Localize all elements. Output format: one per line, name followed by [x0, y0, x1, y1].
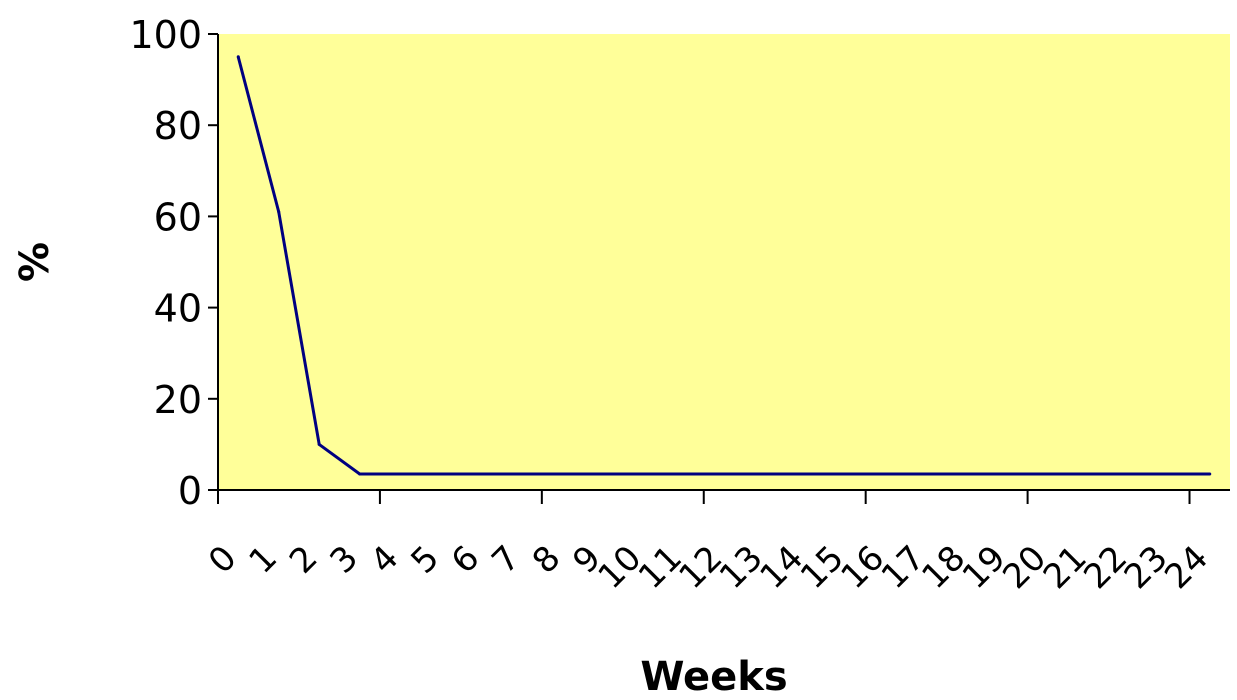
series-points — [236, 55, 1212, 476]
x-tick-label: 2 — [282, 538, 326, 582]
x-tick-label: 1 — [241, 538, 285, 582]
series-point — [924, 472, 928, 476]
series-point — [317, 442, 321, 446]
y-tick-label: 80 — [154, 104, 202, 148]
series-point — [843, 472, 847, 476]
series-point — [762, 472, 766, 476]
series-point — [1127, 472, 1131, 476]
x-tick-label: 24 — [1157, 538, 1216, 597]
y-tick-label: 0 — [178, 469, 202, 513]
x-tick-label: 5 — [403, 538, 447, 582]
series-point — [884, 472, 888, 476]
series-point — [236, 55, 240, 59]
series-point — [641, 472, 645, 476]
y-tick-label: 20 — [154, 378, 202, 422]
series-point — [1005, 472, 1009, 476]
series-point — [722, 472, 726, 476]
series-point — [965, 472, 969, 476]
y-axis: 0 20 40 60 80 100 — [129, 13, 219, 513]
y-axis-title: % — [12, 242, 58, 282]
x-tick-label: 4 — [363, 538, 407, 582]
x-tick-label: 8 — [525, 538, 569, 582]
series-point — [1167, 472, 1171, 476]
x-tick-label: 3 — [322, 538, 366, 582]
series-point — [520, 472, 524, 476]
series-point — [277, 210, 281, 214]
series-point — [358, 472, 362, 476]
x-axis-title: Weeks — [640, 654, 787, 700]
series-point — [1086, 472, 1090, 476]
series-point — [439, 472, 443, 476]
y-tick-label: 40 — [154, 287, 202, 331]
series-point — [1046, 472, 1050, 476]
series-point — [682, 472, 686, 476]
y-tick-label: 60 — [154, 195, 202, 239]
x-tick-label: 6 — [444, 538, 488, 582]
series-point — [803, 472, 807, 476]
series-point — [601, 472, 605, 476]
series-point — [1208, 472, 1212, 476]
series-point — [398, 472, 402, 476]
plot-area — [218, 34, 1230, 490]
series-point — [479, 472, 483, 476]
y-tick-label: 100 — [129, 13, 202, 57]
x-tick-label: 0 — [201, 538, 245, 582]
x-tick-label: 7 — [484, 538, 528, 582]
series-point — [560, 472, 564, 476]
